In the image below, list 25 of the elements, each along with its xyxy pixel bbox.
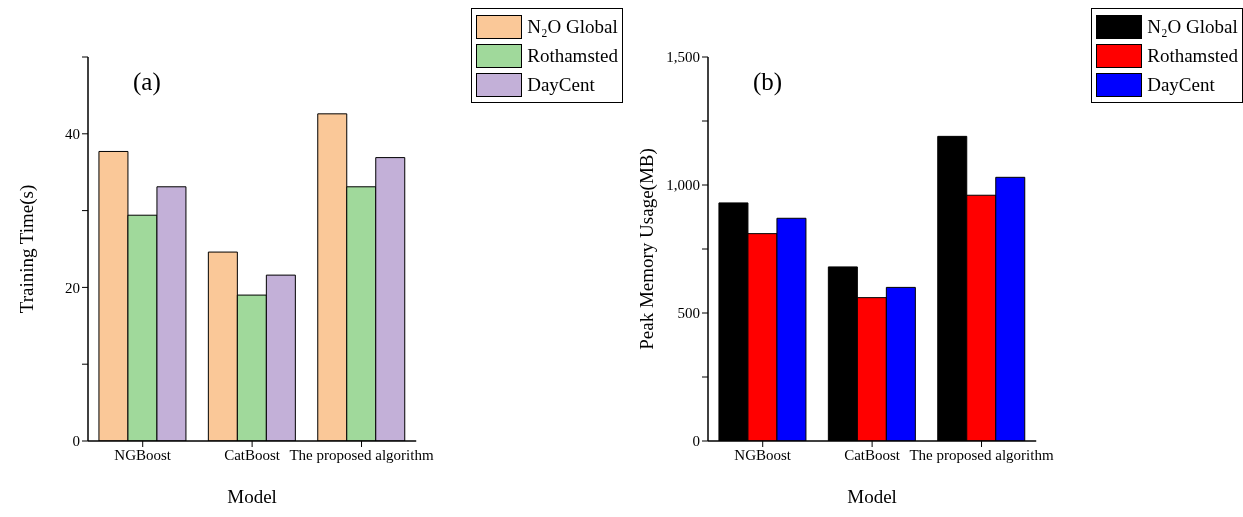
x-tick-label: NGBoost	[114, 446, 172, 463]
x-axis-title: Model	[227, 486, 277, 507]
x-tick-label: The proposed algorithm	[909, 446, 1054, 463]
x-tick-label: CatBoost	[224, 446, 281, 463]
x-tick-label: NGBoost	[734, 446, 792, 463]
legend-label: N₂O Global	[1147, 15, 1238, 38]
y-tick-label: 0	[692, 433, 700, 450]
legend-label: DayCent	[527, 73, 595, 96]
legend-label: DayCent	[1147, 73, 1215, 96]
y-tick-label: 500	[677, 305, 700, 322]
y-tick-label: 20	[65, 279, 80, 296]
y-tick-label: 0	[72, 433, 80, 450]
x-tick-label: CatBoost	[844, 446, 901, 463]
y-tick-label: 1,000	[666, 177, 700, 194]
legend-label: Rothamsted	[1147, 44, 1238, 67]
y-axis-title: Training Time(s)	[15, 184, 38, 314]
chart-title: (a)	[133, 68, 161, 96]
chart-title: (b)	[753, 68, 783, 96]
y-axis-title: Peak Memory Usage(MB)	[635, 148, 658, 350]
legend-label: N₂O Global	[527, 15, 618, 38]
legend-label: Rothamsted	[527, 44, 618, 67]
x-tick-label: The proposed algorithm	[289, 446, 434, 463]
y-tick-label: 1,500	[666, 49, 700, 66]
x-axis-title: Model	[847, 486, 897, 507]
y-tick-label: 40	[65, 126, 80, 143]
